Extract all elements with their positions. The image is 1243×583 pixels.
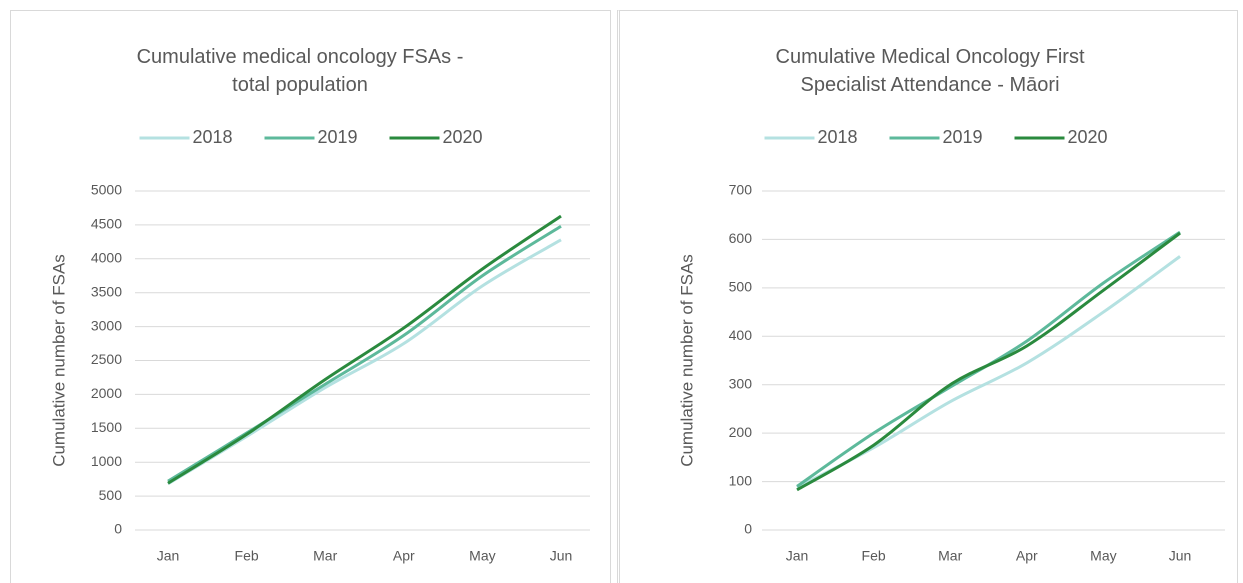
legend-label: 2020: [443, 127, 483, 147]
x-tick-label: Jun: [550, 548, 573, 564]
x-tick-label: Apr: [1016, 548, 1038, 564]
legend-label: 2020: [1068, 127, 1108, 147]
data-line: [796, 231, 1181, 492]
x-tick-label: Jun: [1169, 548, 1192, 564]
x-tick-label: Mar: [313, 548, 337, 564]
y-tick-label: 600: [729, 230, 753, 246]
data-line: [167, 214, 562, 485]
chart-title: Cumulative Medical Oncology First Specia…: [775, 46, 1085, 96]
y-tick-label: 500: [99, 487, 123, 503]
data-line: [796, 255, 1181, 489]
y-tick-label: 0: [114, 521, 122, 537]
x-tick-label: Feb: [862, 548, 886, 564]
x-tick-label: May: [469, 548, 495, 564]
y-tick-label: 1500: [91, 419, 122, 435]
legend-label: 2018: [193, 127, 233, 147]
x-tick-label: Apr: [393, 548, 415, 564]
y-tick-label: 0: [744, 521, 752, 537]
chart-panel: [617, 10, 1238, 583]
y-tick-label: 5000: [91, 182, 122, 198]
legend-label: 2018: [818, 127, 858, 147]
x-tick-label: May: [1090, 548, 1116, 564]
x-tick-label: Jan: [157, 548, 180, 564]
y-axis-label: Cumulative number of FSAs: [677, 254, 696, 467]
y-axis-label: Cumulative number of FSAs: [49, 254, 68, 467]
chart-title: Cumulative medical oncology FSAs - total…: [136, 46, 464, 96]
legend-label: 2019: [318, 127, 358, 147]
y-tick-label: 500: [729, 279, 753, 295]
x-tick-label: Jan: [786, 548, 809, 564]
y-tick-label: 2500: [91, 351, 122, 367]
y-tick-label: 400: [729, 327, 753, 343]
y-tick-label: 4000: [91, 250, 122, 266]
chart-panel: [10, 10, 611, 583]
y-tick-label: 1000: [91, 453, 122, 469]
y-tick-label: 700: [729, 182, 753, 198]
y-tick-label: 3500: [91, 283, 122, 299]
legend-label: 2019: [943, 127, 983, 147]
y-tick-label: 3000: [91, 317, 122, 333]
x-tick-label: Feb: [235, 548, 259, 564]
y-tick-label: 4500: [91, 216, 122, 232]
y-tick-label: 300: [729, 375, 753, 391]
data-line: [796, 230, 1181, 488]
x-tick-label: Mar: [938, 548, 962, 564]
y-tick-label: 2000: [91, 385, 122, 401]
y-tick-label: 200: [729, 424, 753, 440]
y-tick-label: 100: [729, 472, 753, 488]
